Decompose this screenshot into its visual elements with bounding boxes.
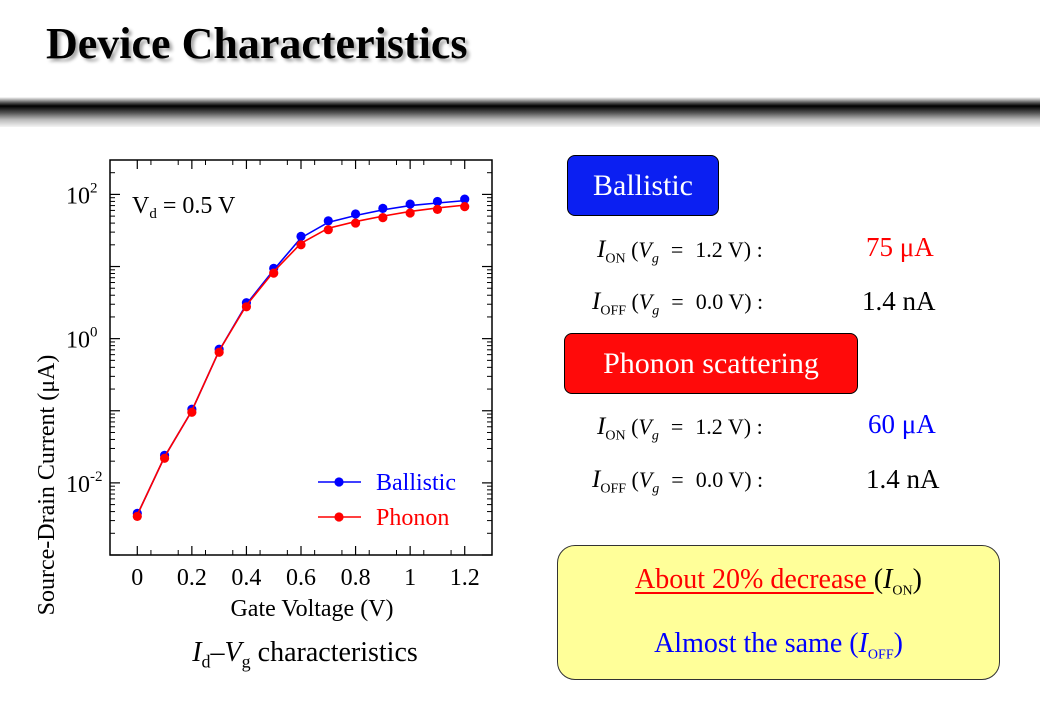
title-divider-bar <box>0 97 1040 127</box>
x-tick-label: 1.2 <box>450 565 480 591</box>
ballistic-ion-formula: ION (Vg = 1.2 V) : <box>597 236 763 267</box>
ballistic-point <box>460 194 470 204</box>
phonon-point <box>214 347 224 357</box>
phonon-ion-value: 60 μA <box>868 409 936 439</box>
phonon-ioff-value: 1.4 nA <box>866 464 940 494</box>
phonon-point <box>241 302 252 312</box>
phonon-point <box>187 407 197 417</box>
chart-caption: Id–Vg characteristics <box>192 637 418 672</box>
id-vg-chart: Source-Drain Current (μA) Gate Voltage (… <box>34 159 493 622</box>
phonon-point <box>378 213 388 223</box>
ioff-summary: Almost the same (IOFF) <box>654 628 903 663</box>
ballistic-ioff-value: 1.4 nA <box>862 286 936 316</box>
phonon-series-line <box>136 204 465 516</box>
ion-summary: About 20% decrease (ION) <box>635 564 922 599</box>
phonon-ioff-formula: IOFF (Vg = 0.0 V) : <box>592 466 764 497</box>
phonon-point <box>132 511 142 521</box>
phonon-point <box>323 225 333 235</box>
legend-phonon-marker <box>334 512 344 522</box>
legend-ballistic-marker <box>334 477 344 487</box>
phonon-point <box>350 218 361 228</box>
decrease-text: About 20% decrease <box>635 564 874 595</box>
ballistic-point <box>323 216 333 226</box>
phonon-point <box>432 204 443 215</box>
ballistic-ioff-formula: IOFF (Vg = 0.0 V) : <box>592 288 764 319</box>
phonon-scattering-tag: Phonon scattering <box>564 333 858 394</box>
x-tick-label: 0.2 <box>177 565 207 591</box>
summary-box: About 20% decrease (ION) Almost the same… <box>557 545 1000 680</box>
phonon-point <box>405 208 415 218</box>
ballistic-point <box>405 199 415 209</box>
slide-title: Device Characteristics <box>46 19 468 68</box>
x-tick-label: 0.8 <box>341 565 371 591</box>
x-tick-label: 0 <box>131 565 143 591</box>
ballistic-point <box>296 231 306 241</box>
phonon-point <box>460 202 470 212</box>
phonon-ion-formula: ION (Vg = 1.2 V) : <box>597 413 763 444</box>
phonon-point <box>296 240 306 250</box>
phonon-point <box>269 268 279 278</box>
legend-ballistic-label: Ballistic <box>376 470 456 496</box>
y-tick-label: 10-2 <box>66 469 103 498</box>
ballistic-point <box>350 209 361 219</box>
y-axis-label: Source-Drain Current (μA) <box>34 355 60 616</box>
ballistic-point <box>378 203 388 213</box>
vd-annotation: Vd = 0.5 V <box>132 193 236 222</box>
ballistic-point <box>432 196 443 207</box>
x-tick-label: 0.6 <box>286 565 316 591</box>
phonon-point <box>159 453 170 463</box>
x-axis-label: Gate Voltage (V) <box>230 596 393 622</box>
x-tick-label: 0.4 <box>231 565 261 591</box>
ballistic-tag: Ballistic <box>567 155 719 216</box>
y-tick-label: 100 <box>66 325 98 354</box>
y-tick-label: 102 <box>66 180 98 209</box>
ballistic-ion-value: 75 μA <box>866 232 934 262</box>
x-tick-label: 1 <box>404 565 416 591</box>
legend-phonon-label: Phonon <box>376 505 449 531</box>
